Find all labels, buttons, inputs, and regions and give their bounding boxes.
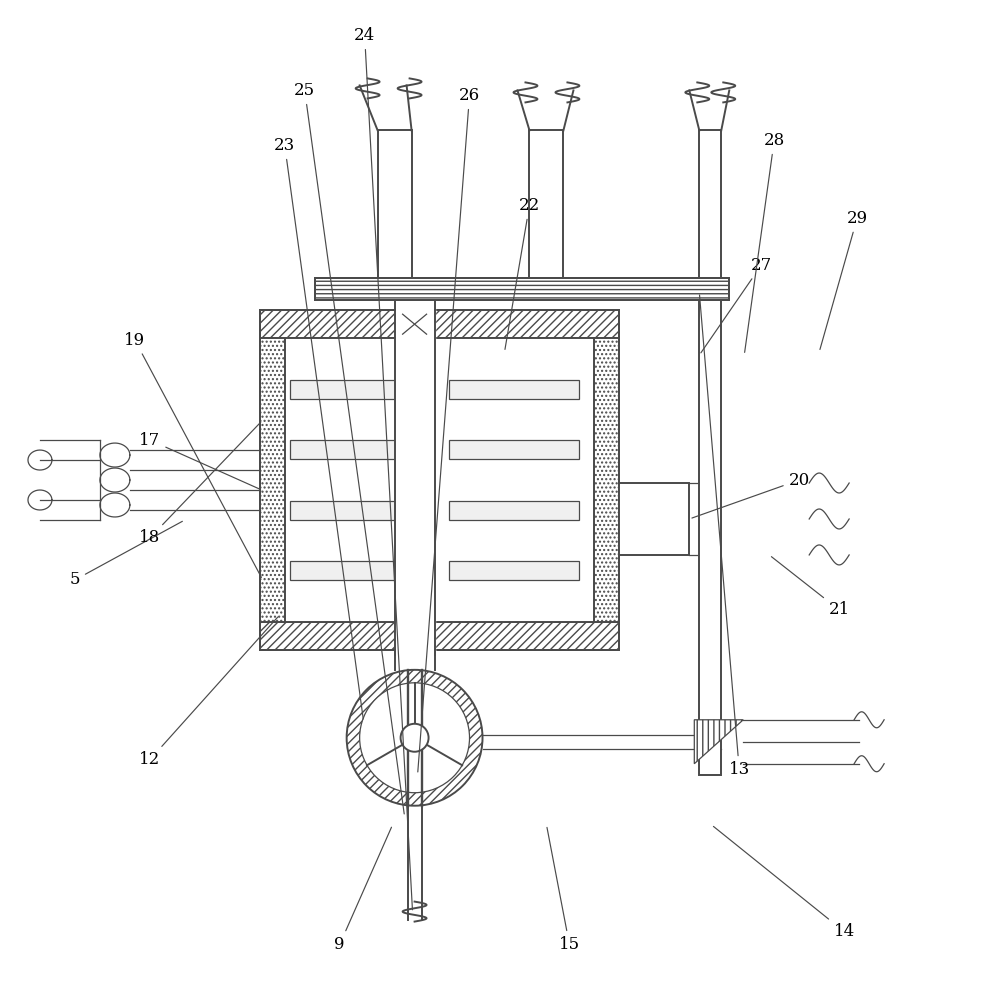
- Bar: [290, 440, 429, 459]
- Text: 26: 26: [418, 87, 481, 772]
- Circle shape: [360, 683, 470, 793]
- Bar: [449, 440, 579, 459]
- Text: 14: 14: [713, 826, 855, 940]
- Text: 27: 27: [701, 257, 772, 353]
- Bar: [449, 380, 579, 399]
- Circle shape: [401, 724, 429, 752]
- Polygon shape: [694, 720, 743, 764]
- Bar: [260, 338, 285, 622]
- Text: 15: 15: [547, 827, 580, 953]
- Bar: [315, 278, 729, 300]
- Text: 5: 5: [70, 521, 183, 588]
- Text: 9: 9: [335, 827, 392, 953]
- Bar: [260, 310, 619, 338]
- Bar: [315, 278, 729, 300]
- Text: 13: 13: [699, 295, 750, 778]
- Bar: [290, 380, 429, 399]
- Text: 22: 22: [504, 197, 540, 349]
- Bar: [449, 501, 579, 520]
- Text: 18: 18: [139, 422, 261, 546]
- Text: 28: 28: [744, 132, 785, 352]
- Bar: [529, 130, 563, 278]
- Bar: [699, 130, 721, 278]
- Text: 20: 20: [692, 472, 810, 518]
- Text: 25: 25: [294, 82, 405, 814]
- Bar: [290, 501, 429, 520]
- Text: 21: 21: [771, 557, 850, 618]
- Text: 24: 24: [354, 27, 413, 910]
- Text: 17: 17: [139, 432, 259, 489]
- Bar: [699, 278, 721, 775]
- Bar: [290, 561, 429, 580]
- Bar: [378, 130, 412, 278]
- Bar: [449, 561, 579, 580]
- Circle shape: [347, 670, 483, 806]
- Bar: [285, 338, 594, 622]
- Bar: [594, 338, 619, 622]
- Text: 12: 12: [139, 617, 278, 768]
- Bar: [260, 622, 619, 650]
- Text: 19: 19: [124, 332, 262, 577]
- Bar: [260, 310, 619, 650]
- Text: 23: 23: [274, 137, 364, 719]
- Bar: [619, 483, 689, 555]
- Text: 29: 29: [820, 210, 868, 349]
